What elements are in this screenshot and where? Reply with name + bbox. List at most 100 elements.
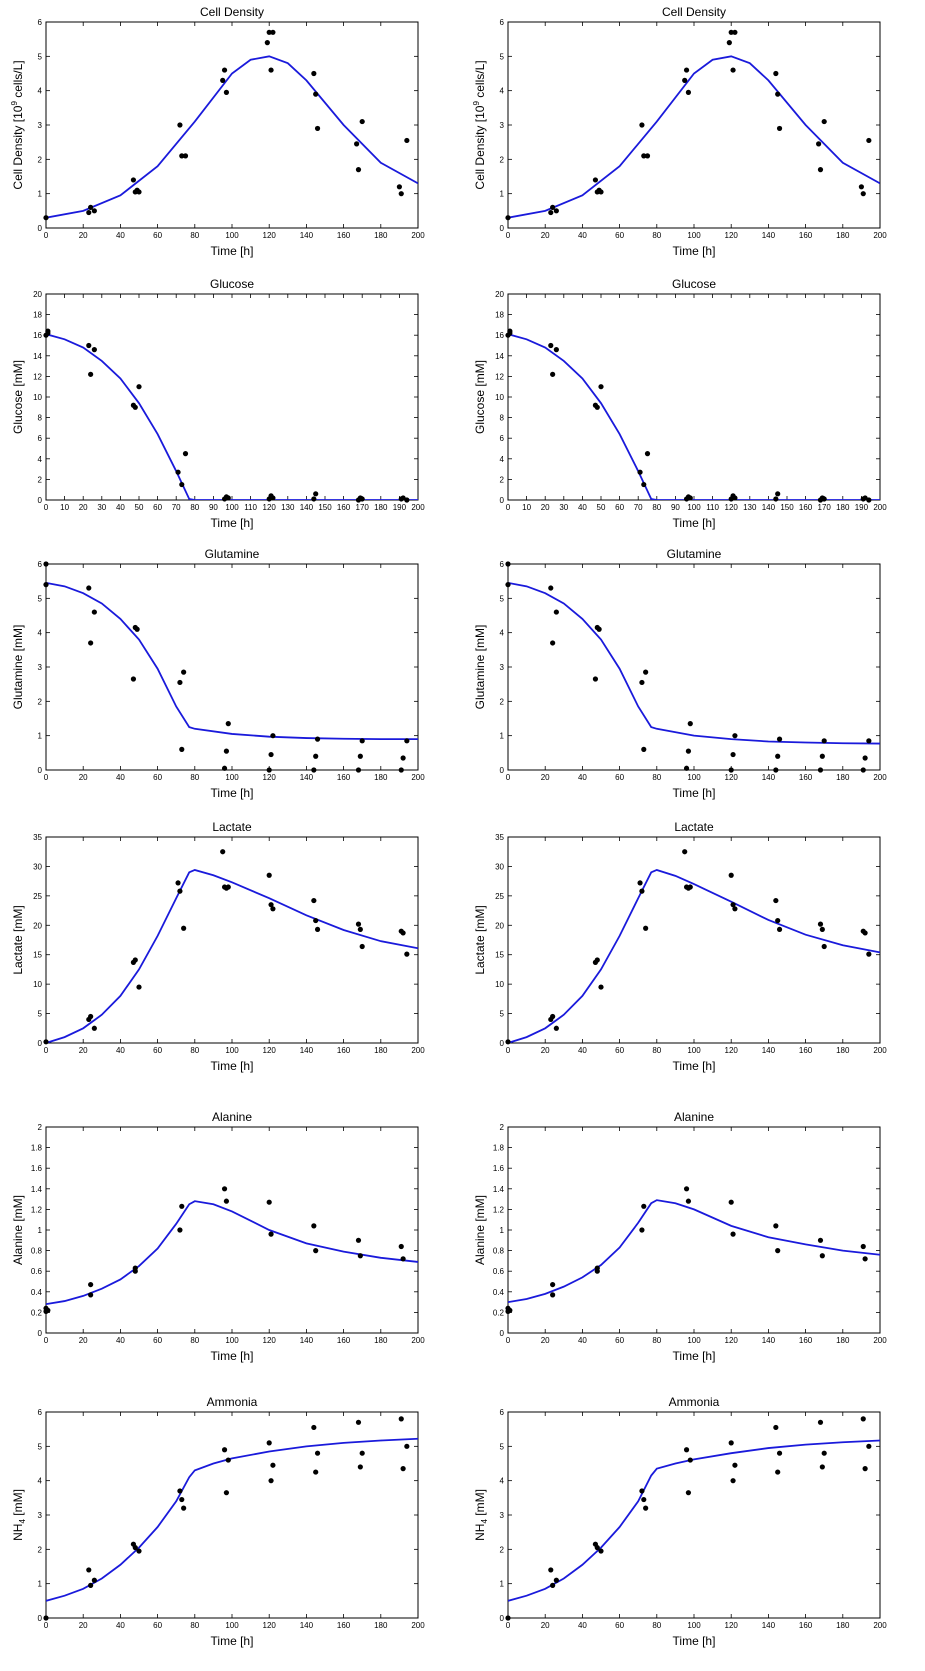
x-tick-label: 140 [762, 503, 776, 512]
x-tick-label: 140 [762, 1046, 776, 1055]
y-tick-label: 12 [495, 372, 504, 381]
plot-area [46, 1200, 418, 1306]
data-point [270, 29, 276, 35]
x-tick-label: 60 [153, 231, 162, 240]
data-point [598, 984, 604, 990]
data-point [637, 880, 643, 886]
data-point [821, 496, 827, 502]
data-point [225, 495, 231, 501]
x-tick-label: 200 [411, 773, 425, 782]
data-point [45, 330, 51, 336]
data-point [726, 40, 732, 46]
x-tick-label: 20 [541, 1046, 550, 1055]
plot-area [46, 333, 418, 500]
data-point [88, 1281, 94, 1288]
x-tick-label: 50 [135, 503, 144, 512]
chart-title: Ammonia [669, 1395, 720, 1409]
x-tick-label: 80 [652, 773, 661, 782]
data-point [643, 925, 649, 931]
y-tick-label: 3 [500, 1511, 505, 1520]
x-tick-label: 60 [615, 1046, 624, 1055]
y-tick-label: 2 [38, 1545, 43, 1554]
data-point [819, 926, 825, 933]
data-point [132, 1545, 138, 1551]
x-tick-label: 0 [44, 1336, 49, 1345]
data-point [550, 1281, 556, 1288]
data-point [862, 930, 868, 936]
x-tick-label: 180 [374, 503, 388, 512]
y-tick-label: 2 [500, 697, 505, 706]
data-point [136, 189, 142, 195]
data-point [314, 1450, 321, 1456]
y-tick-label: 1.2 [31, 1205, 43, 1214]
x-tick-label: 20 [541, 231, 550, 240]
x-axis-label: Time [h] [673, 1634, 716, 1648]
data-point [355, 921, 362, 927]
x-tick-label: 140 [762, 231, 776, 240]
x-tick-label: 200 [411, 1046, 425, 1055]
data-point [88, 1582, 94, 1588]
x-tick-label: 120 [263, 1621, 277, 1630]
x-tick-label: 140 [300, 773, 314, 782]
y-tick-label: 12 [33, 372, 42, 381]
data-point [177, 1227, 183, 1233]
y-tick-label: 1 [500, 732, 505, 741]
y-tick-label: 0 [500, 1329, 505, 1338]
y-tick-label: 35 [495, 833, 504, 842]
data-point [594, 957, 600, 963]
data-point [43, 215, 49, 221]
data-point [866, 137, 872, 144]
x-tick-label: 120 [725, 1336, 739, 1345]
y-tick-label: 5 [500, 1442, 505, 1451]
y-tick-label: 8 [38, 414, 43, 423]
y-tick-label: 5 [38, 1010, 43, 1019]
y-tick-label: 20 [495, 921, 504, 930]
x-tick-label: 20 [79, 1621, 88, 1630]
data-point [311, 1424, 317, 1431]
x-tick-label: 50 [597, 503, 606, 512]
data-point [866, 1443, 872, 1449]
chart-svg: Alanine 0 20 40 60 80 100 120 140 160 180 200 0 0.2 0.… [473, 1110, 887, 1363]
data-point [817, 921, 824, 927]
y-tick-label: 10 [495, 980, 504, 989]
data-point [400, 755, 406, 761]
data-point [776, 1450, 783, 1456]
y-tick-label: 25 [495, 892, 504, 901]
x-tick-label: 100 [687, 1046, 701, 1055]
data-point [817, 767, 824, 773]
x-tick-label: 40 [116, 1336, 125, 1345]
y-tick-label: 0 [500, 1614, 505, 1623]
x-tick-label: 40 [578, 503, 587, 512]
data-point [728, 29, 734, 35]
y-tick-label: 1 [38, 1226, 43, 1235]
data-point [866, 738, 872, 744]
data-point [43, 582, 49, 588]
x-tick-label: 140 [300, 1336, 314, 1345]
data-point [775, 753, 781, 759]
data-point [594, 404, 600, 410]
y-tick-label: 15 [495, 951, 504, 960]
data-point [505, 582, 511, 588]
y-tick-label: 0 [38, 496, 43, 505]
x-tick-label: 80 [190, 773, 199, 782]
data-point [221, 1186, 228, 1192]
x-tick-label: 80 [652, 1621, 661, 1630]
data-point [223, 1198, 230, 1204]
data-point [819, 753, 825, 759]
x-tick-label: 180 [374, 1621, 388, 1630]
data-point [866, 951, 872, 957]
data-point [45, 1307, 51, 1313]
data-point [398, 1416, 404, 1422]
data-point [773, 496, 779, 502]
data-point [88, 1292, 94, 1298]
data-point [860, 191, 866, 197]
data-point [404, 497, 410, 503]
x-tick-label: 200 [873, 231, 887, 240]
data-point [132, 1268, 138, 1274]
x-tick-label: 30 [97, 503, 106, 512]
x-tick-label: 160 [337, 1621, 351, 1630]
data-point [730, 902, 736, 908]
data-point [553, 208, 559, 214]
data-point [221, 765, 228, 771]
